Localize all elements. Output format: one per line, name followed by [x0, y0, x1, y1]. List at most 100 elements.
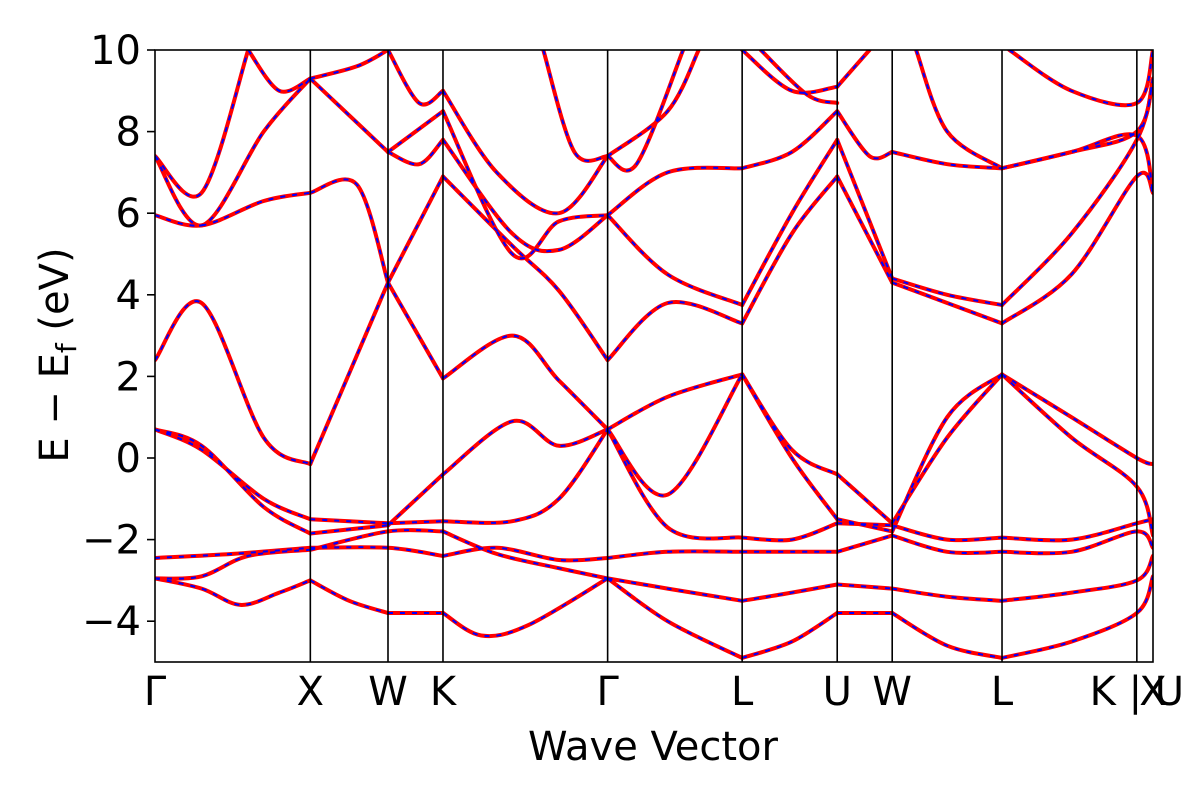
band-10-segment-2-dashed [760, 50, 838, 104]
band-9-segment-6 [914, 50, 1004, 171]
band-5-segment-1-dashed [309, 282, 389, 465]
band-7-segment-2-dashed [387, 110, 444, 153]
x-axis-title: Wave Vector [528, 724, 779, 770]
band-4-segment-8-dashed [1001, 373, 1153, 536]
band-5-segment-7 [890, 372, 1004, 534]
band-3-segment-4 [605, 427, 745, 541]
band-8-segment-1 [308, 50, 390, 81]
band-1-segment-2 [441, 529, 610, 581]
band-2-segment-8-dashed [1001, 575, 1153, 659]
band-6-segment-1-dashed [309, 178, 389, 283]
y-tick-label: 6 [116, 191, 141, 237]
band-4-segment-3-dashed [442, 419, 608, 476]
band-7-segment-3-dashed [442, 110, 608, 260]
band-4-segment-4-dashed [607, 373, 743, 431]
x-tick-label: K [430, 669, 458, 715]
band-3-segment-7 [890, 523, 1004, 543]
band-1-segment-7 [1000, 553, 1153, 603]
x-tick-label: W [368, 669, 408, 715]
band-2-segment-3 [441, 576, 610, 639]
band-10-segment-1 [605, 50, 686, 173]
band-0-segment-5-dashed [836, 534, 893, 553]
band-7-segment-8-dashed [1001, 78, 1153, 306]
band-9-segment-4-dashed [741, 50, 838, 94]
band-3-segment-3 [441, 427, 610, 525]
band-2-segment-4-dashed [607, 577, 743, 659]
band-4-segment-7 [890, 372, 1004, 526]
band-6-segment-5 [740, 174, 840, 326]
band-2-segment-7 [890, 611, 1004, 660]
band-1-segment-7-dashed [1001, 555, 1153, 602]
band-3-segment-3-dashed [442, 428, 609, 524]
band-0-segment-3 [605, 549, 745, 560]
band-7-segment-4-dashed [606, 214, 743, 306]
band-1-segment-4-dashed [742, 583, 838, 602]
band-lines-overlay [155, 50, 1153, 659]
band-9-segment-2 [441, 88, 610, 216]
band-8-segment-6-dashed [836, 110, 893, 160]
band-9-segment-4 [740, 50, 840, 95]
band-5-segment-6-dashed [836, 518, 893, 533]
y-axis-title: E − Ef (eV) [32, 247, 83, 462]
x-tick-label: L [731, 669, 754, 715]
band-0-segment-7 [1000, 529, 1153, 556]
band-6-segment-8 [1000, 170, 1153, 326]
band-7-segment-0 [155, 76, 313, 228]
band-1-segment-3 [605, 576, 745, 603]
y-axis-title-main: E − E [32, 353, 78, 463]
band-5-segment-3-dashed [442, 334, 609, 431]
band-3-segment-4-dashed [606, 428, 743, 540]
band-8-segment-4-dashed [607, 166, 743, 217]
band-7-segment-7-dashed [891, 277, 1003, 306]
band-8-segment-8-dashed [1001, 78, 1153, 170]
band-6-segment-3 [441, 174, 610, 363]
x-tick-label: K | U [1090, 669, 1184, 715]
band-8-segment-7-dashed [891, 151, 1003, 170]
band-1-segment-2-dashed [442, 530, 608, 580]
band-8-segment-2-dashed [387, 139, 444, 166]
band-10-segment-1-dashed [607, 50, 685, 172]
band-2-segment-0 [155, 576, 313, 607]
band-4-segment-4 [605, 372, 745, 432]
y-tick-label: −4 [82, 599, 141, 645]
band-4-segment-5 [740, 372, 840, 477]
x-tick-label: Γ [596, 669, 619, 715]
band-6-segment-7-dashed [891, 281, 1003, 325]
band-4-segment-1-dashed [310, 524, 389, 535]
band-9-segment-6-dashed [915, 50, 1003, 170]
band-8-segment-0-dashed [155, 50, 250, 198]
band-6-segment-0 [155, 190, 313, 228]
band-10-segment-0-dashed [542, 50, 608, 162]
band-3-segment-5 [740, 521, 840, 543]
band-2-segment-5-dashed [741, 612, 838, 659]
band-6-segment-6 [835, 174, 895, 285]
y-tick-label: 8 [116, 110, 141, 156]
band-5-segment-2 [386, 280, 445, 381]
band-5-segment-0-dashed [155, 300, 311, 466]
x-tick-label: Γ [144, 669, 167, 715]
band-3-segment-7-dashed [891, 524, 1003, 542]
band-2-segment-5 [740, 611, 840, 660]
band-4-segment-0-dashed [155, 428, 311, 535]
band-7-segment-4 [605, 213, 745, 307]
band-7-segment-8 [1000, 76, 1153, 307]
band-8-segment-0 [155, 50, 251, 199]
y-tick-label: 0 [116, 436, 141, 482]
high-symmetry-lines [309, 50, 1138, 662]
band-8-segment-5-dashed [741, 110, 838, 170]
y-axis: −4 −2 0 2 4 6 8 10 [82, 28, 155, 645]
band-5-segment-8-dashed [1001, 373, 1153, 466]
band-7-segment-5-dashed [741, 139, 839, 306]
band-9-segment-0-dashed [247, 50, 311, 93]
band-5-segment-7-dashed [891, 373, 1003, 532]
band-5-segment-5-dashed [741, 373, 839, 520]
band-7-segment-6-dashed [836, 139, 894, 279]
band-6-segment-8-dashed [1001, 171, 1153, 325]
band-9-segment-7-dashed [1001, 133, 1153, 194]
band-4-segment-6-dashed [836, 473, 893, 525]
band-1-segment-0-dashed [155, 548, 311, 580]
band-5-segment-3 [441, 333, 610, 432]
band-4-segment-5-dashed [741, 373, 838, 476]
